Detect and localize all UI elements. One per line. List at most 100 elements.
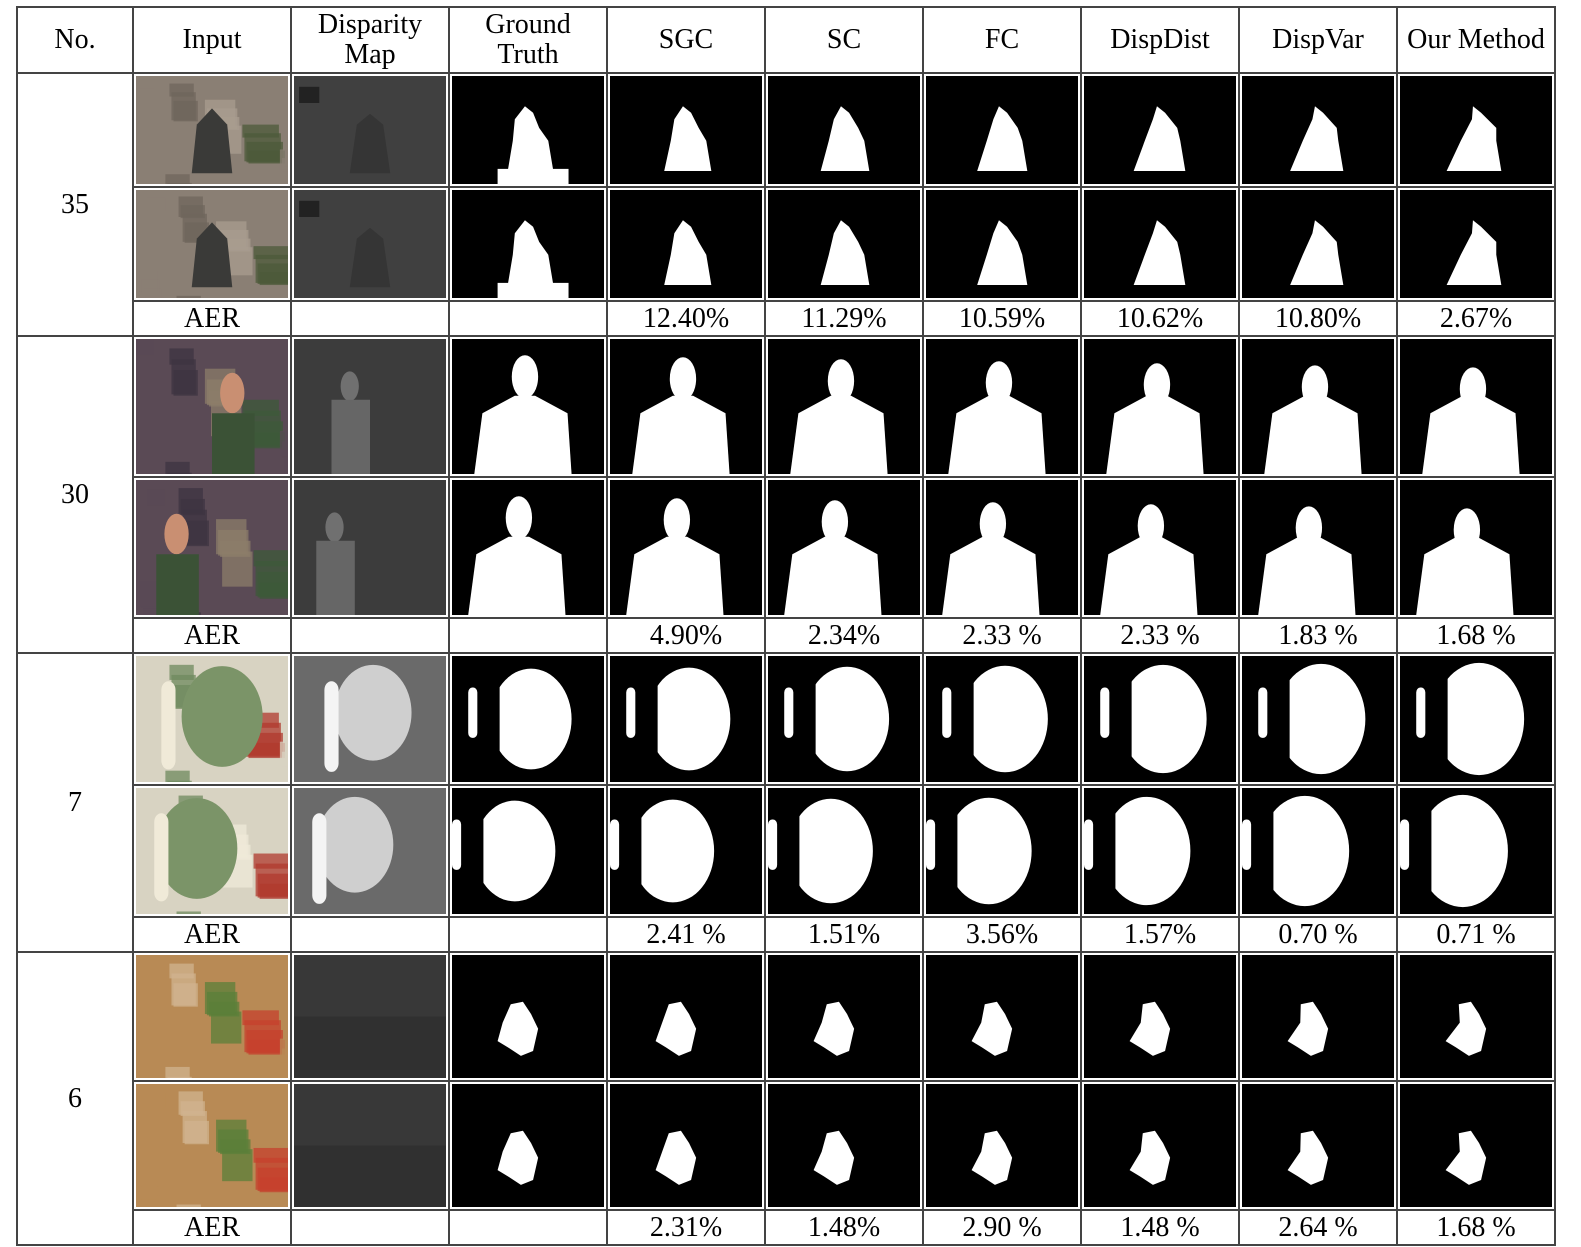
ground-truth-mask <box>448 784 608 918</box>
segmentation-mask <box>606 784 766 918</box>
segmentation-mask <box>1396 784 1556 918</box>
row-number: 30 <box>16 335 134 654</box>
segmentation-mask <box>922 476 1082 619</box>
aer-value: 0.70 % <box>1238 916 1398 953</box>
aer-label: AER <box>132 916 292 953</box>
segmentation-mask <box>606 1080 766 1211</box>
input-image <box>132 1080 292 1211</box>
segmentation-mask <box>606 652 766 786</box>
empty-cell <box>290 1209 450 1246</box>
aer-value: 2.67% <box>1396 300 1556 337</box>
image-row: 35 <box>16 72 1556 337</box>
segmentation-mask <box>606 476 766 619</box>
aer-value: 4.90% <box>606 617 766 654</box>
segmentation-mask <box>1080 186 1240 302</box>
segmentation-mask <box>922 1080 1082 1211</box>
row-number: 35 <box>16 72 134 337</box>
segmentation-mask <box>764 652 924 786</box>
ground-truth-mask <box>448 951 608 1082</box>
disparity-map-image <box>290 335 450 478</box>
disparity-map-image <box>290 1080 450 1211</box>
empty-cell <box>290 916 450 953</box>
segmentation-mask <box>1396 476 1556 619</box>
header-sgc: SGC <box>606 6 766 74</box>
aer-row: AER 2.31% 1.48% 2.90 % 1.48 % 2.64 % 1.68 % <box>17 1209 1556 1246</box>
segmentation-mask <box>1238 652 1398 786</box>
image-row: 7 <box>16 652 1556 953</box>
aer-value: 2.41 % <box>606 916 766 953</box>
segmentation-mask <box>764 186 924 302</box>
segmentation-mask <box>1080 335 1240 478</box>
image-row <box>17 476 1556 619</box>
header-disparity-map: Disparity Map <box>290 6 450 74</box>
disparity-map-image <box>290 784 450 918</box>
ground-truth-mask <box>448 652 608 786</box>
aer-label: AER <box>132 617 292 654</box>
segmentation-mask <box>922 72 1082 188</box>
segmentation-mask <box>1080 784 1240 918</box>
segmentation-mask <box>922 652 1082 786</box>
image-row <box>17 1080 1556 1211</box>
header-fc: FC <box>922 6 1082 74</box>
aer-value: 1.51% <box>764 916 924 953</box>
empty-cell <box>448 300 608 337</box>
disparity-map-image <box>290 72 450 188</box>
segmentation-mask <box>1396 951 1556 1082</box>
aer-value: 11.29% <box>764 300 924 337</box>
aer-row: AER 12.40% 11.29% 10.59% 10.62% 10.80% 2.67% <box>17 300 1556 337</box>
segmentation-mask <box>1396 335 1556 478</box>
aer-value: 2.90 % <box>922 1209 1082 1246</box>
segmentation-mask <box>1396 1080 1556 1211</box>
segmentation-mask <box>1238 72 1398 188</box>
disparity-map-image <box>290 951 450 1082</box>
empty-cell <box>290 617 450 654</box>
input-image <box>132 72 292 188</box>
ground-truth-mask <box>448 186 608 302</box>
segmentation-mask <box>922 784 1082 918</box>
aer-value: 2.33 % <box>1080 617 1240 654</box>
segmentation-mask <box>764 476 924 619</box>
aer-value: 3.56% <box>922 916 1082 953</box>
header-no: No. <box>16 6 134 74</box>
image-row: 6 <box>16 951 1556 1246</box>
segmentation-mask <box>764 951 924 1082</box>
aer-value: 1.83 % <box>1238 617 1398 654</box>
header-dispdist: DispDist <box>1080 6 1240 74</box>
ground-truth-mask <box>448 335 608 478</box>
header-ground-truth: Ground Truth <box>448 6 608 74</box>
segmentation-mask <box>1238 784 1398 918</box>
input-image <box>132 186 292 302</box>
segmentation-mask <box>764 72 924 188</box>
aer-value: 1.48% <box>764 1209 924 1246</box>
segmentation-mask <box>1080 1080 1240 1211</box>
empty-cell <box>448 617 608 654</box>
header-sc: SC <box>764 6 924 74</box>
segmentation-mask <box>1238 1080 1398 1211</box>
aer-value: 2.33 % <box>922 617 1082 654</box>
aer-label: AER <box>132 300 292 337</box>
ground-truth-mask <box>448 1080 608 1211</box>
segmentation-mask <box>1238 951 1398 1082</box>
segmentation-mask <box>1080 951 1240 1082</box>
segmentation-mask <box>1396 652 1556 786</box>
aer-value: 1.57% <box>1080 916 1240 953</box>
aer-value: 1.48 % <box>1080 1209 1240 1246</box>
empty-cell <box>448 916 608 953</box>
aer-value: 10.80% <box>1238 300 1398 337</box>
input-image <box>132 784 292 918</box>
header-row: No. Input Disparity Map Ground Truth SGC… <box>16 6 1556 74</box>
segmentation-mask <box>922 186 1082 302</box>
row-number: 7 <box>16 652 134 953</box>
segmentation-mask <box>1396 186 1556 302</box>
input-image <box>132 951 292 1082</box>
header-dispvar: DispVar <box>1238 6 1398 74</box>
segmentation-mask <box>606 951 766 1082</box>
segmentation-mask <box>606 186 766 302</box>
segmentation-mask <box>606 72 766 188</box>
segmentation-mask <box>1080 476 1240 619</box>
segmentation-mask <box>1080 72 1240 188</box>
segmentation-mask <box>1396 72 1556 188</box>
row-number: 6 <box>16 951 134 1246</box>
image-row: 30 <box>16 335 1556 654</box>
image-row <box>17 784 1556 918</box>
